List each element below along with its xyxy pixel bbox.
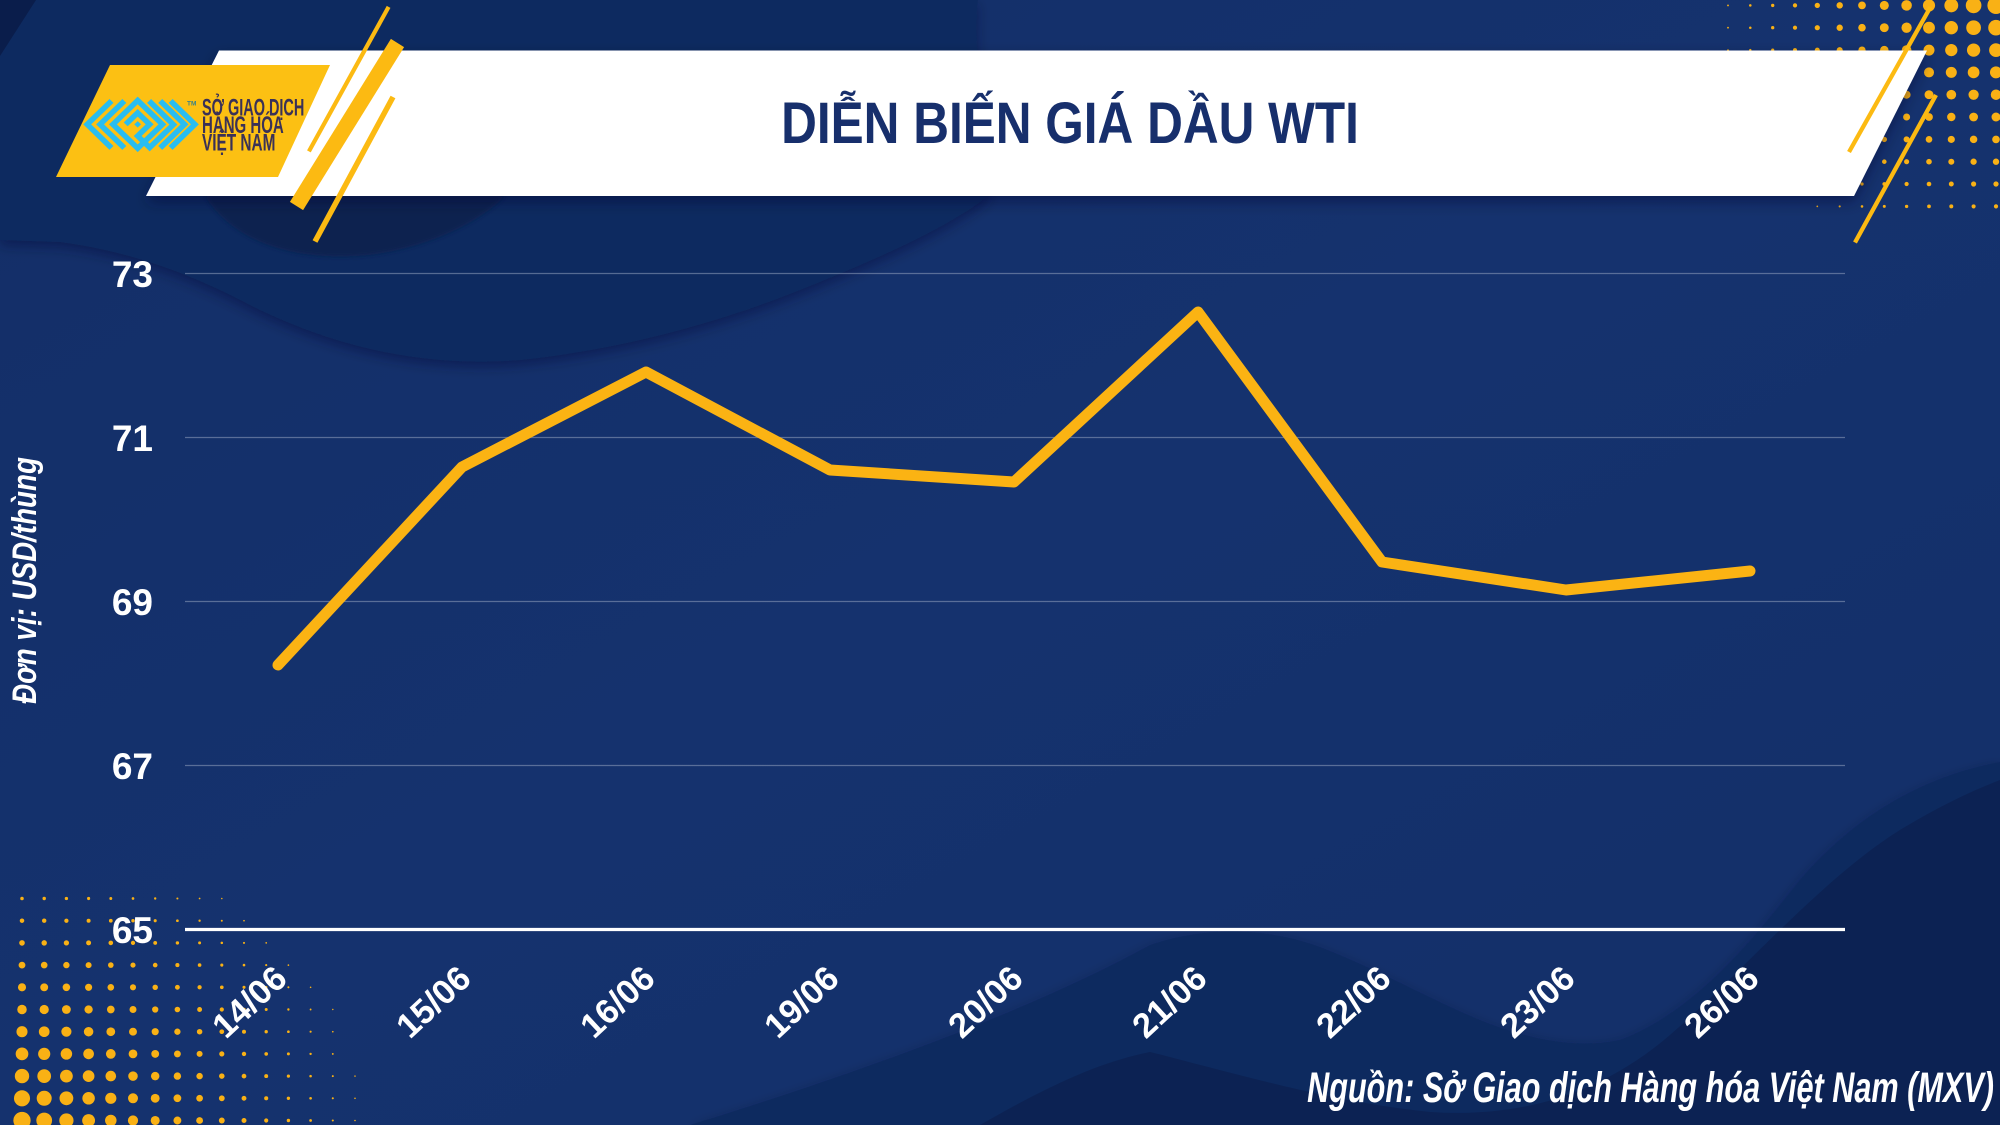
svg-text:Nguồn: Sở Giao dịch Hàng hóa V: Nguồn: Sở Giao dịch Hàng hóa Việt Nam (M… [1307, 1063, 1994, 1111]
svg-text:VIỆT NAM: VIỆT NAM [202, 128, 275, 157]
svg-text:71: 71 [112, 418, 153, 459]
svg-text:69: 69 [112, 582, 153, 623]
svg-text:Đơn vị: USD/thùng: Đơn vị: USD/thùng [5, 457, 43, 704]
svg-text:TM: TM [187, 101, 196, 108]
svg-text:73: 73 [112, 254, 153, 295]
svg-text:SỞ GIAO DỊCH: SỞ GIAO DỊCH [202, 92, 304, 121]
svg-text:65: 65 [112, 910, 153, 951]
svg-text:DIỄN BIẾN GIÁ DẦU WTI: DIỄN BIẾN GIÁ DẦU WTI [781, 90, 1359, 156]
svg-text:67: 67 [112, 746, 153, 787]
svg-text:HÀNG HÓA: HÀNG HÓA [202, 110, 284, 139]
